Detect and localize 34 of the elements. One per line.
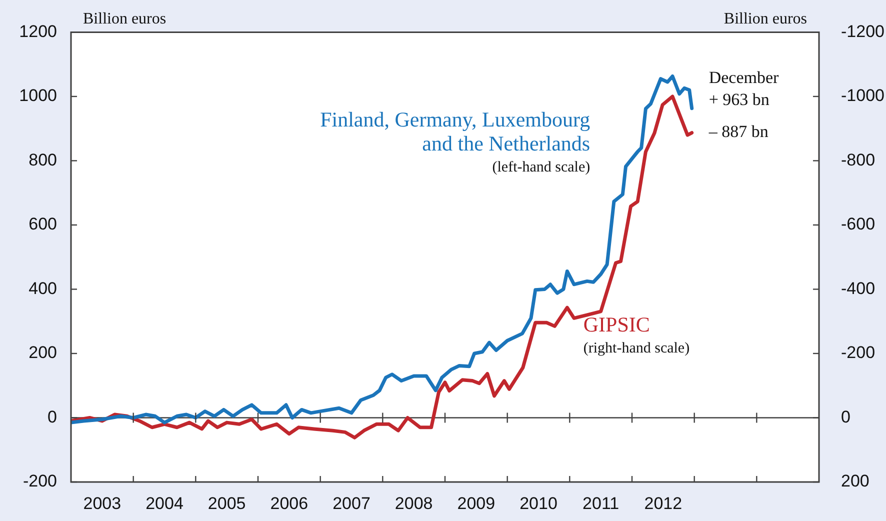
x-tick-label: 2012 — [644, 494, 682, 513]
y2-tick-label: -1000 — [841, 86, 884, 106]
y-tick-label: 1200 — [19, 22, 57, 41]
y2-tick-label: -600 — [841, 214, 876, 234]
y-tick-label: 1000 — [19, 86, 57, 106]
x-tick-label: 2008 — [394, 494, 433, 513]
x-tick-label: 2007 — [332, 494, 370, 513]
x-tick-label: 2009 — [457, 494, 496, 513]
x-tick-label: 2011 — [582, 494, 620, 513]
x-tick-label: 2006 — [270, 494, 308, 513]
x-tick-label: 2005 — [208, 494, 246, 513]
y2-tick-label: -200 — [841, 343, 876, 362]
y-tick-label: -200 — [22, 472, 57, 491]
annotation: December + 963 bn — [708, 68, 780, 109]
y2-tick-label: -800 — [841, 150, 876, 170]
x-tick-label: 2003 — [83, 494, 122, 513]
y2-tick-label: 0 — [841, 407, 850, 426]
y-tick-label: 0 — [48, 407, 57, 426]
x-tick-label: 2004 — [146, 494, 184, 513]
y-tick-label: 600 — [28, 214, 57, 234]
y2-tick-label: -400 — [841, 278, 876, 298]
annotation: – 887 bn — [708, 122, 769, 142]
y2-tick-label: 200 — [841, 472, 870, 491]
y-axis-title: Billion euros — [83, 10, 166, 28]
y2-tick-label: -1200 — [841, 22, 884, 41]
annotation: (right-hand scale) — [583, 340, 690, 356]
y-tick-label: 400 — [28, 278, 57, 298]
annotation: (left-hand scale) — [492, 160, 590, 176]
y-tick-label: 800 — [28, 150, 57, 170]
x-tick-label: 2010 — [520, 494, 558, 513]
series-label: Finland, Germany, Luxembourg and the Netherlands — [320, 108, 591, 156]
y-tick-label: 200 — [28, 343, 57, 362]
y2-axis-title: Billion euros — [724, 10, 807, 28]
series-label: GIPSIC — [583, 312, 650, 336]
